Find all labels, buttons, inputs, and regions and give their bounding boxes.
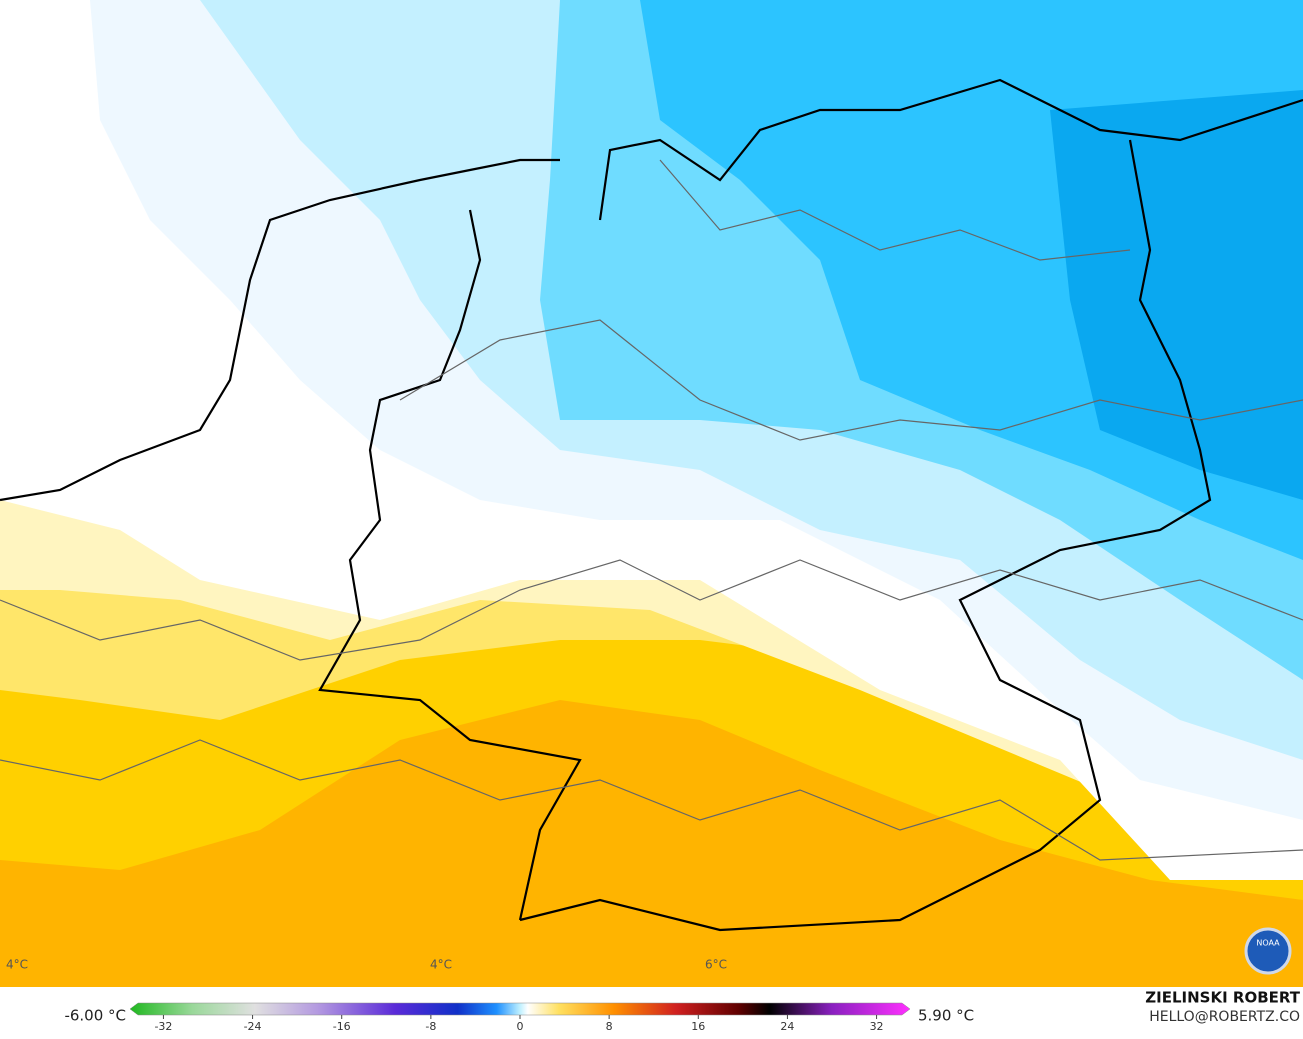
legend-max-label: 5.90 °C bbox=[918, 1007, 974, 1025]
contour-labels: 4°C 4°C 6°C bbox=[6, 958, 727, 972]
contour-label: 4°C bbox=[6, 958, 28, 972]
map-area: NOAA bbox=[0, 0, 1303, 987]
region-borders bbox=[659, 159, 1131, 261]
coastline bbox=[318, 209, 582, 921]
noaa-logo-text: NOAA bbox=[1256, 939, 1280, 948]
region-borders bbox=[399, 319, 1303, 441]
color-bar bbox=[129, 1002, 911, 1016]
tick-label: 0 bbox=[517, 1020, 524, 1033]
legend-min-label: -6.00 °C bbox=[64, 1007, 126, 1025]
tick-label: 8 bbox=[606, 1020, 613, 1033]
noaa-logo bbox=[1244, 927, 1292, 975]
tick-label: 24 bbox=[780, 1020, 794, 1033]
tick-label: 16 bbox=[691, 1020, 705, 1033]
region-borders bbox=[0, 559, 1303, 661]
contour-label: 6°C bbox=[705, 958, 727, 972]
tick-label: -24 bbox=[244, 1020, 262, 1033]
contact: HELLO@ROBERTZ.CO bbox=[1149, 1009, 1300, 1025]
author: ZIELINSKI ROBERT bbox=[1145, 989, 1300, 1007]
tick-label: -8 bbox=[425, 1020, 436, 1033]
border bbox=[519, 139, 1212, 932]
field-deep-blue bbox=[1050, 90, 1303, 500]
region-borders bbox=[0, 739, 1303, 861]
coastline bbox=[598, 78, 1303, 221]
contour-label: 4°C bbox=[430, 958, 452, 972]
tick-label: 32 bbox=[870, 1020, 884, 1033]
coastline bbox=[0, 158, 560, 502]
tick-label: -32 bbox=[154, 1020, 172, 1033]
tick-label: -16 bbox=[333, 1020, 351, 1033]
color-bar-ticks: -32 -24 -16 -8 0 8 16 24 32 bbox=[154, 1015, 884, 1033]
